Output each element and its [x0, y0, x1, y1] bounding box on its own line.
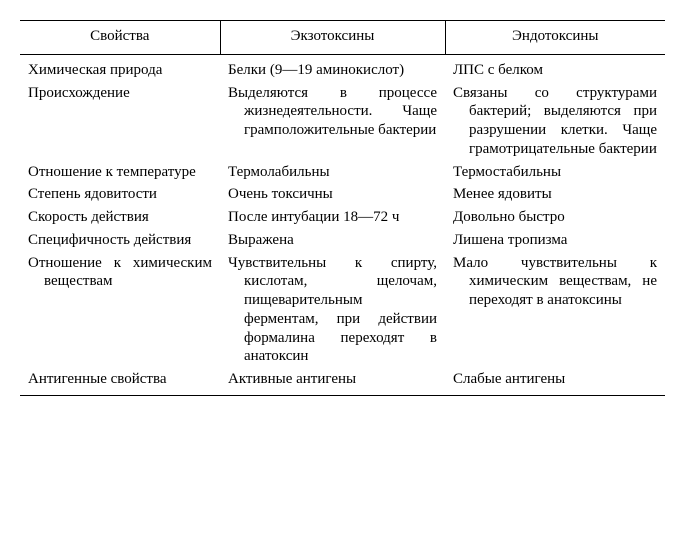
cell-exo: Термолабильны [228, 163, 437, 182]
table-row: Степень ядовитости Очень токсичны Менее … [20, 183, 665, 206]
col-header-endotoxins: Эндотоксины [445, 21, 665, 55]
table-row: Отношение к температуре Термолабильны Те… [20, 161, 665, 184]
cell-exo: Чувствительны к спирту, кислотам, щелоча… [228, 254, 437, 367]
cell-property: Степень ядовитости [28, 185, 212, 204]
cell-property: Специфичность действия [28, 231, 212, 250]
table-row: Специфичность действия Выражена Лишена т… [20, 229, 665, 252]
col-header-exotoxins: Экзотоксины [220, 21, 445, 55]
cell-endo: Связаны со структурами бактерий; выделяю… [453, 84, 657, 159]
cell-exo: Выделяются в процессе жизнедеятельности.… [228, 84, 437, 140]
table-row: Происхождение Выделяются в процессе жизн… [20, 82, 665, 161]
cell-endo: Лишена тропизма [453, 231, 657, 250]
cell-exo: Очень токсичны [228, 185, 437, 204]
cell-endo: Термостабильны [453, 163, 657, 182]
cell-exo: Активные антигены [228, 370, 437, 389]
table-row: Химическая природа Белки (9—19 аминокисл… [20, 59, 665, 82]
cell-property: Антигенные свойства [28, 370, 212, 389]
cell-exo: Выражена [228, 231, 437, 250]
comparison-table: Свойства Экзотоксины Эндотоксины Химичес… [20, 20, 665, 396]
cell-endo: Довольно быстро [453, 208, 657, 227]
table-row: Антигенные свойства Активные антигены Сл… [20, 368, 665, 395]
cell-endo: Мало чувствительны к химическим вещества… [453, 254, 657, 310]
table-row: Скорость действия После интубации 18—72 … [20, 206, 665, 229]
cell-endo: ЛПС с белком [453, 61, 657, 80]
table-row: Отношение к химическим веществам Чувстви… [20, 252, 665, 369]
cell-endo: Менее ядовиты [453, 185, 657, 204]
table-header: Свойства Экзотоксины Эндотоксины [20, 21, 665, 55]
cell-endo: Слабые антигены [453, 370, 657, 389]
table-body: Химическая природа Белки (9—19 аминокисл… [20, 54, 665, 395]
cell-property: Скорость действия [28, 208, 212, 227]
cell-property: Химическая природа [28, 61, 212, 80]
cell-property: Происхождение [28, 84, 212, 103]
cell-property: Отношение к температуре [28, 163, 212, 182]
cell-exo: После интубации 18—72 ч [228, 208, 437, 227]
cell-exo: Белки (9—19 аминокислот) [228, 61, 437, 80]
col-header-properties: Свойства [20, 21, 220, 55]
cell-property: Отношение к химическим веществам [28, 254, 212, 292]
